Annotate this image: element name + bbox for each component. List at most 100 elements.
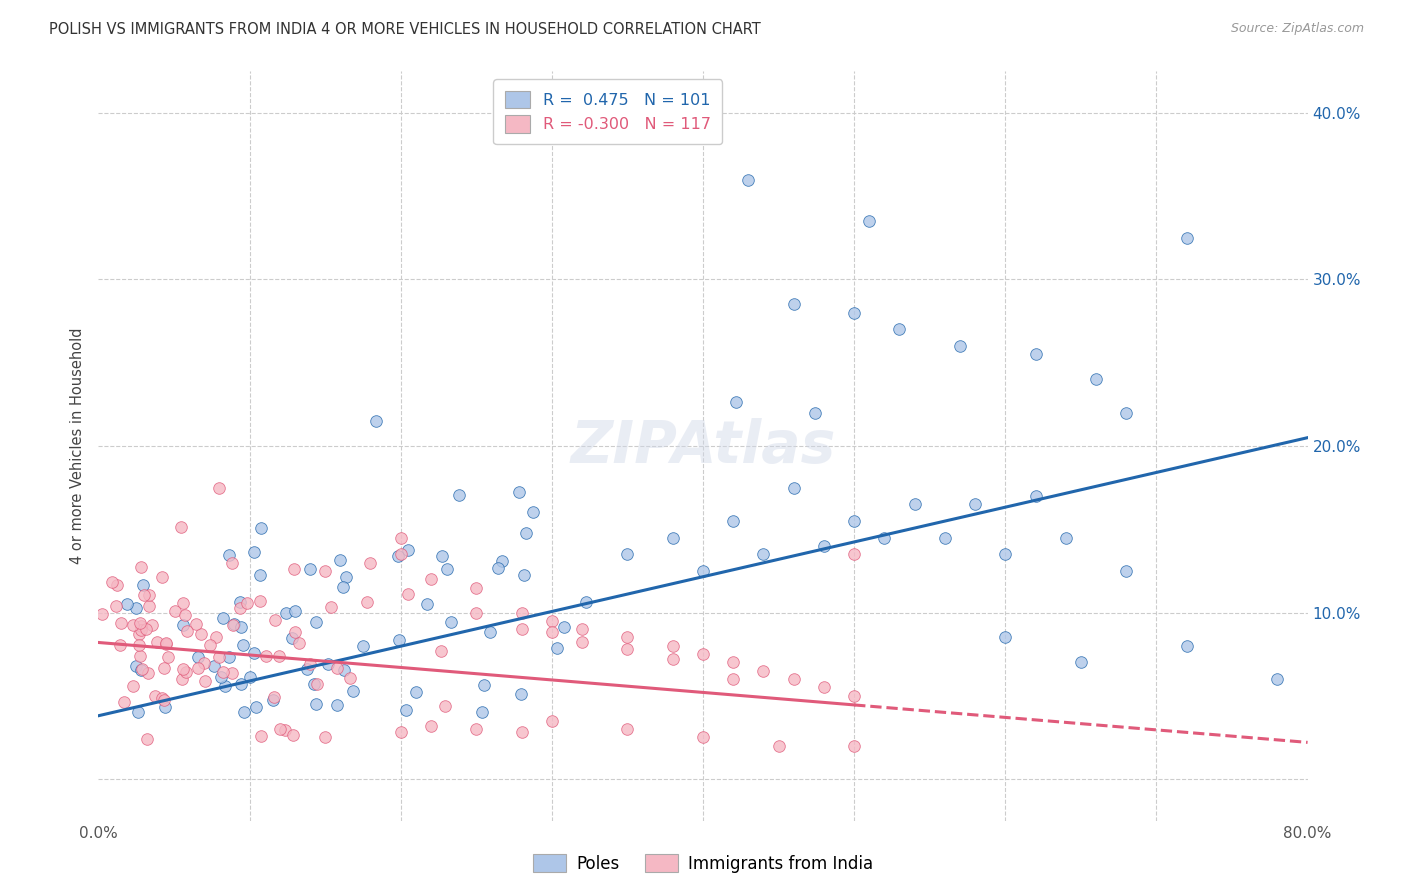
Point bbox=[329, 553, 352, 567]
Point bbox=[124, 600, 146, 615]
Point bbox=[934, 531, 956, 545]
Point bbox=[724, 395, 747, 409]
Point bbox=[949, 339, 972, 353]
Point bbox=[115, 597, 138, 611]
Point bbox=[170, 520, 193, 534]
Point bbox=[844, 514, 866, 528]
Legend: Poles, Immigrants from India: Poles, Immigrants from India bbox=[526, 847, 880, 880]
Point bbox=[229, 676, 252, 690]
Point bbox=[232, 706, 254, 720]
Point bbox=[254, 649, 277, 664]
Point bbox=[131, 662, 153, 676]
Point bbox=[200, 639, 222, 653]
Point bbox=[250, 729, 273, 743]
Point bbox=[1024, 489, 1046, 503]
Point bbox=[136, 665, 159, 680]
Point bbox=[287, 636, 309, 650]
Point bbox=[844, 739, 866, 753]
Point bbox=[783, 672, 806, 686]
Point bbox=[692, 731, 714, 745]
Point bbox=[420, 572, 443, 586]
Point bbox=[132, 588, 155, 602]
Point bbox=[208, 481, 231, 495]
Point bbox=[222, 618, 245, 632]
Point bbox=[571, 635, 593, 649]
Point bbox=[783, 481, 806, 495]
Point bbox=[813, 539, 835, 553]
Point bbox=[122, 618, 145, 632]
Y-axis label: 4 or more Vehicles in Household: 4 or more Vehicles in Household bbox=[70, 327, 86, 565]
Point bbox=[232, 638, 254, 652]
Point bbox=[1024, 347, 1046, 361]
Point bbox=[804, 406, 827, 420]
Point bbox=[510, 725, 533, 739]
Point bbox=[284, 604, 307, 618]
Point bbox=[692, 564, 714, 578]
Point bbox=[274, 606, 297, 620]
Point bbox=[153, 693, 176, 707]
Point bbox=[281, 728, 304, 742]
Point bbox=[262, 693, 284, 707]
Point bbox=[218, 548, 240, 562]
Point bbox=[574, 595, 596, 609]
Point bbox=[430, 549, 453, 563]
Point bbox=[176, 624, 198, 639]
Point bbox=[153, 661, 176, 675]
Point bbox=[129, 615, 152, 630]
Point bbox=[207, 650, 229, 665]
Point bbox=[768, 739, 790, 753]
Point bbox=[128, 649, 150, 664]
Point bbox=[405, 684, 427, 698]
Point bbox=[994, 631, 1017, 645]
Point bbox=[229, 595, 252, 609]
Point bbox=[540, 614, 562, 628]
Point bbox=[616, 547, 638, 561]
Point bbox=[752, 547, 775, 561]
Point bbox=[889, 322, 911, 336]
Point bbox=[844, 306, 866, 320]
Point bbox=[387, 549, 409, 563]
Point bbox=[844, 547, 866, 561]
Point bbox=[236, 596, 259, 610]
Point bbox=[440, 615, 463, 629]
Point bbox=[284, 625, 307, 640]
Point bbox=[155, 636, 177, 650]
Point bbox=[157, 650, 180, 665]
Point bbox=[128, 639, 150, 653]
Point bbox=[904, 497, 927, 511]
Point bbox=[305, 615, 328, 630]
Point bbox=[389, 725, 412, 739]
Point bbox=[314, 564, 336, 578]
Point bbox=[396, 586, 419, 600]
Point bbox=[122, 680, 145, 694]
Point bbox=[858, 214, 880, 228]
Point bbox=[174, 665, 197, 679]
Point bbox=[395, 703, 418, 717]
Point bbox=[153, 699, 176, 714]
Point bbox=[332, 580, 354, 594]
Point bbox=[364, 414, 387, 428]
Point bbox=[546, 640, 568, 655]
Point bbox=[141, 618, 163, 632]
Point bbox=[135, 622, 157, 636]
Point bbox=[172, 662, 194, 676]
Text: Source: ZipAtlas.com: Source: ZipAtlas.com bbox=[1230, 22, 1364, 36]
Point bbox=[616, 642, 638, 657]
Point bbox=[249, 567, 271, 582]
Point bbox=[211, 610, 233, 624]
Point bbox=[389, 547, 412, 561]
Point bbox=[250, 521, 273, 535]
Point bbox=[138, 599, 160, 614]
Point bbox=[187, 649, 209, 664]
Point bbox=[193, 657, 215, 671]
Point bbox=[222, 617, 245, 632]
Point bbox=[127, 706, 149, 720]
Point bbox=[146, 634, 169, 648]
Point bbox=[129, 619, 152, 633]
Point bbox=[269, 722, 291, 736]
Point bbox=[436, 562, 458, 576]
Point bbox=[522, 505, 544, 519]
Point bbox=[326, 698, 349, 712]
Point bbox=[132, 578, 155, 592]
Point bbox=[510, 687, 533, 701]
